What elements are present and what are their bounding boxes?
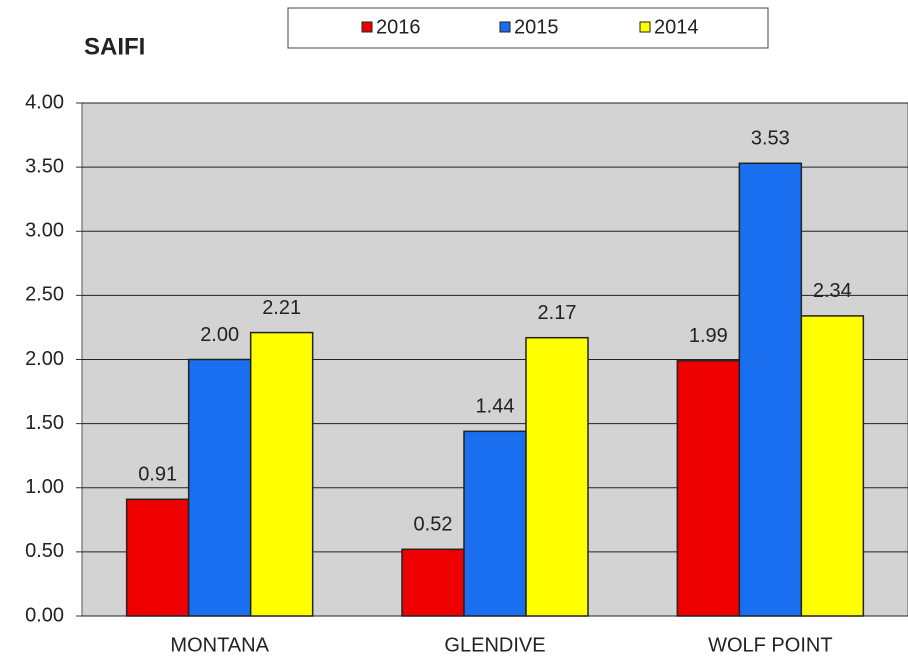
- y-tick-label: 2.00: [25, 348, 64, 370]
- y-tick-label: 4.00: [25, 91, 64, 113]
- bar: [401, 548, 465, 617]
- value-label: 2.21: [262, 297, 301, 319]
- bar: [463, 430, 527, 617]
- value-label: 2.17: [538, 302, 577, 324]
- value-label: 0.91: [138, 464, 177, 486]
- value-label: 0.52: [414, 514, 453, 536]
- bar: [676, 360, 741, 617]
- value-label: 1.99: [689, 325, 728, 347]
- x-tick-label: WOLF POINT: [708, 634, 832, 656]
- y-tick-label: 3.50: [25, 155, 64, 177]
- legend-swatch: [639, 21, 651, 33]
- bar: [249, 331, 314, 617]
- chart-title: SAIFI: [84, 33, 145, 60]
- x-tick-label: GLENDIVE: [444, 634, 545, 656]
- bar: [187, 358, 252, 617]
- legend-label: 2016: [376, 16, 421, 38]
- bar: [525, 336, 589, 617]
- x-tick-label: MONTANA: [170, 634, 269, 656]
- y-tick-label: 3.00: [25, 220, 64, 242]
- bar: [125, 498, 190, 617]
- legend-label: 2015: [514, 16, 559, 38]
- value-label: 3.53: [751, 128, 790, 150]
- legend-swatch: [361, 21, 373, 33]
- y-tick-label: 0.00: [25, 604, 64, 626]
- legend-swatch: [499, 21, 511, 33]
- value-label: 2.00: [200, 324, 239, 346]
- y-tick-label: 0.50: [25, 540, 64, 562]
- y-tick-label: 1.50: [25, 412, 64, 434]
- value-label: 1.44: [476, 396, 515, 418]
- legend-label: 2014: [654, 16, 699, 38]
- value-label: 2.34: [813, 280, 852, 302]
- bar: [800, 315, 865, 617]
- bar: [738, 162, 803, 617]
- y-tick-label: 2.50: [25, 284, 64, 306]
- y-tick-label: 1.00: [25, 476, 64, 498]
